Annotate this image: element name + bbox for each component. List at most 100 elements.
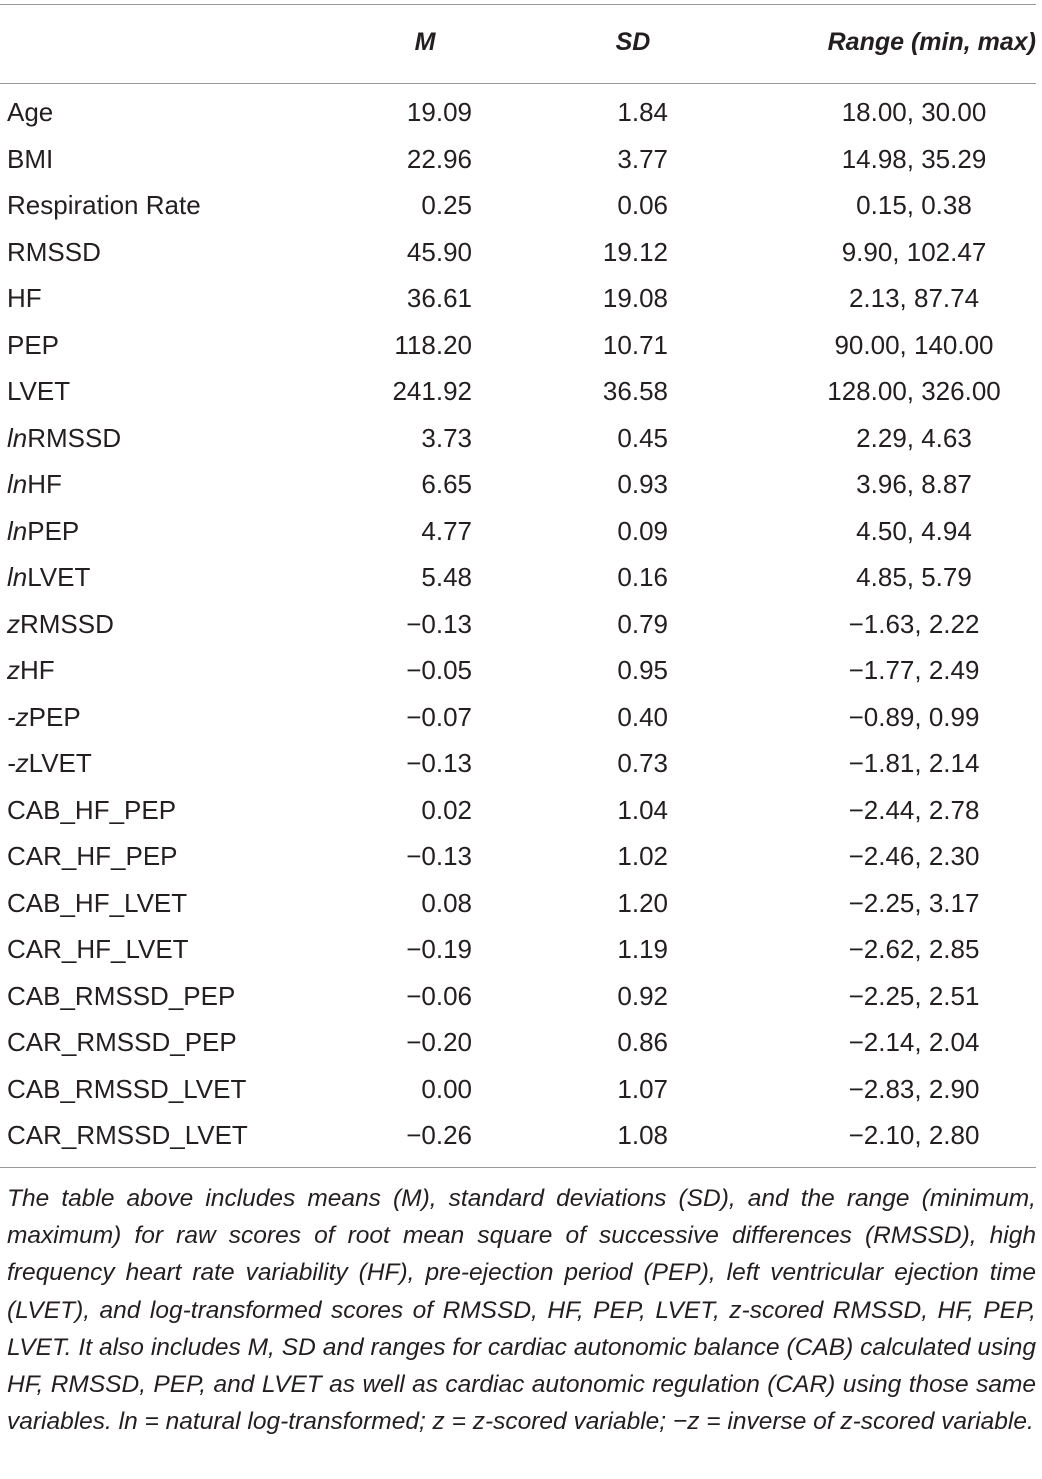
top-rule [0,4,1036,5]
cell-mean: −0.07 [406,701,472,732]
cell-range: 0.15, 0.38 [856,190,972,220]
row-label: lnLVET [7,555,90,599]
row-label-prefix: -z [7,701,29,732]
cell-sd: 0.79 [617,608,668,639]
cell-range: −2.62, 2.85 [848,934,980,964]
cell-sd: 1.02 [617,841,668,871]
table-row: CAB_HF_PEP 0.02 1.04 −2.44, 2.78 [0,788,1042,835]
cell-mean: 0.02 [421,794,472,825]
table-row: zHF −0.05 0.95 −1.77, 2.49 [0,648,1042,695]
row-label: CAR_HF_PEP [7,834,178,878]
cell-mean: 36.61 [406,283,472,313]
row-label: -zLVET [7,741,92,785]
row-label: CAB_HF_LVET [7,881,187,925]
cell-range: 2.29, 4.63 [856,422,972,453]
row-label: CAR_RMSSD_LVET [7,1113,248,1157]
cell-sd: 0.73 [617,748,668,778]
cell-sd: 1.04 [617,794,668,825]
row-label-name: CAB_HF_LVET [7,887,188,918]
cell-range: 3.96, 8.87 [856,469,972,499]
table-row: CAB_RMSSD_LVET 0.00 1.07 −2.83, 2.90 [0,1067,1042,1114]
cell-sd: 1.20 [617,887,668,918]
cell-mean: −0.13 [406,608,472,639]
row-label: lnRMSSD [7,416,121,460]
row-label: CAB_RMSSD_PEP [7,974,235,1018]
row-label: -zPEP [7,695,81,739]
header-rule [0,83,1036,84]
table-row: PEP 118.20 10.71 90.00, 140.00 [0,323,1042,370]
row-label-name: RMSSD [7,236,101,267]
cell-mean: 45.90 [406,236,472,267]
cell-range: 2.13, 87.74 [848,283,980,313]
row-label-name: HF [27,469,62,499]
cell-mean: 4.77 [421,515,472,546]
cell-range: 18.00, 30.00 [841,97,987,127]
cell-range: −1.63, 2.22 [848,608,980,639]
cell-sd: 0.95 [617,655,668,685]
table-row: lnRMSSD 3.73 0.45 2.29, 4.63 [0,416,1042,463]
row-label: BMI [7,137,53,181]
cell-mean: −0.13 [406,841,472,871]
cell-mean: −0.05 [406,655,472,685]
cell-sd: 1.84 [617,97,668,127]
header-m: M [414,28,436,56]
cell-mean: 0.08 [421,887,472,918]
cell-range: −2.46, 2.30 [848,841,980,871]
row-label-prefix: ln [7,562,28,592]
cell-sd: 0.93 [617,469,668,499]
cell-mean: 0.25 [421,190,472,220]
row-label: LVET [7,369,70,413]
row-label-name: Respiration Rate [7,190,201,220]
table-row: -zPEP −0.07 0.40 −0.89, 0.99 [0,695,1042,742]
cell-mean: 19.09 [406,97,472,127]
cell-mean: 0.00 [421,1073,472,1104]
table-row: HF 36.61 19.08 2.13, 87.74 [0,276,1042,323]
cell-range: −2.44, 2.78 [848,794,980,825]
row-label-prefix: z [7,655,20,685]
row-label-name: LVET [28,748,92,778]
row-label-prefix: ln [7,422,28,453]
table-row: zRMSSD −0.13 0.79 −1.63, 2.22 [0,602,1042,649]
cell-sd: 1.07 [617,1073,668,1104]
row-label-prefix: -z [7,748,29,778]
cell-sd: 1.19 [617,934,668,964]
cell-mean: −0.13 [406,748,472,778]
cell-mean: 5.48 [421,562,472,592]
row-label-name: PEP [28,701,81,732]
table-row: LVET 241.92 36.58 128.00, 326.00 [0,369,1042,416]
row-label: zRMSSD [7,602,114,646]
table-row: CAB_RMSSD_PEP −0.06 0.92 −2.25, 2.51 [0,974,1042,1021]
cell-sd: 3.77 [617,143,668,174]
row-label-name: CAB_RMSSD_LVET [7,1073,247,1104]
table-row: lnHF 6.65 0.93 3.96, 8.87 [0,462,1042,509]
cell-sd: 0.06 [617,190,668,220]
cell-range: 14.98, 35.29 [841,143,987,174]
cell-sd: 19.12 [602,236,668,267]
table-row: CAR_RMSSD_LVET −0.26 1.08 −2.10, 2.80 [0,1113,1042,1160]
row-label-name: RMSSD [20,608,114,639]
cell-sd: 0.09 [617,515,668,546]
row-label-name: PEP [27,515,80,546]
row-label-name: PEP [7,329,60,360]
table-row: CAR_HF_LVET −0.19 1.19 −2.62, 2.85 [0,927,1042,974]
cell-range: −2.10, 2.80 [848,1120,980,1150]
row-label-prefix: ln [7,515,28,546]
table-row: RMSSD 45.90 19.12 9.90, 102.47 [0,230,1042,277]
table-row: Age 19.09 1.84 18.00, 30.00 [0,90,1042,137]
cell-range: −1.81, 2.14 [848,748,980,778]
row-label-name: CAR_HF_PEP [7,841,178,871]
row-label: CAR_RMSSD_PEP [7,1020,237,1064]
cell-mean: 3.73 [421,422,472,453]
cell-range: 9.90, 102.47 [841,236,987,267]
cell-range: −2.14, 2.04 [848,1027,980,1057]
row-label: HF [7,276,42,320]
cell-mean: 118.20 [394,329,472,360]
row-label: Age [7,90,53,134]
row-label-prefix: z [7,608,20,639]
cell-range: 4.85, 5.79 [856,562,972,592]
cell-mean: 241.92 [392,376,472,406]
cell-sd: 0.16 [617,562,668,592]
cell-sd: 19.08 [602,283,668,313]
table-row: CAB_HF_LVET 0.08 1.20 −2.25, 3.17 [0,881,1042,928]
